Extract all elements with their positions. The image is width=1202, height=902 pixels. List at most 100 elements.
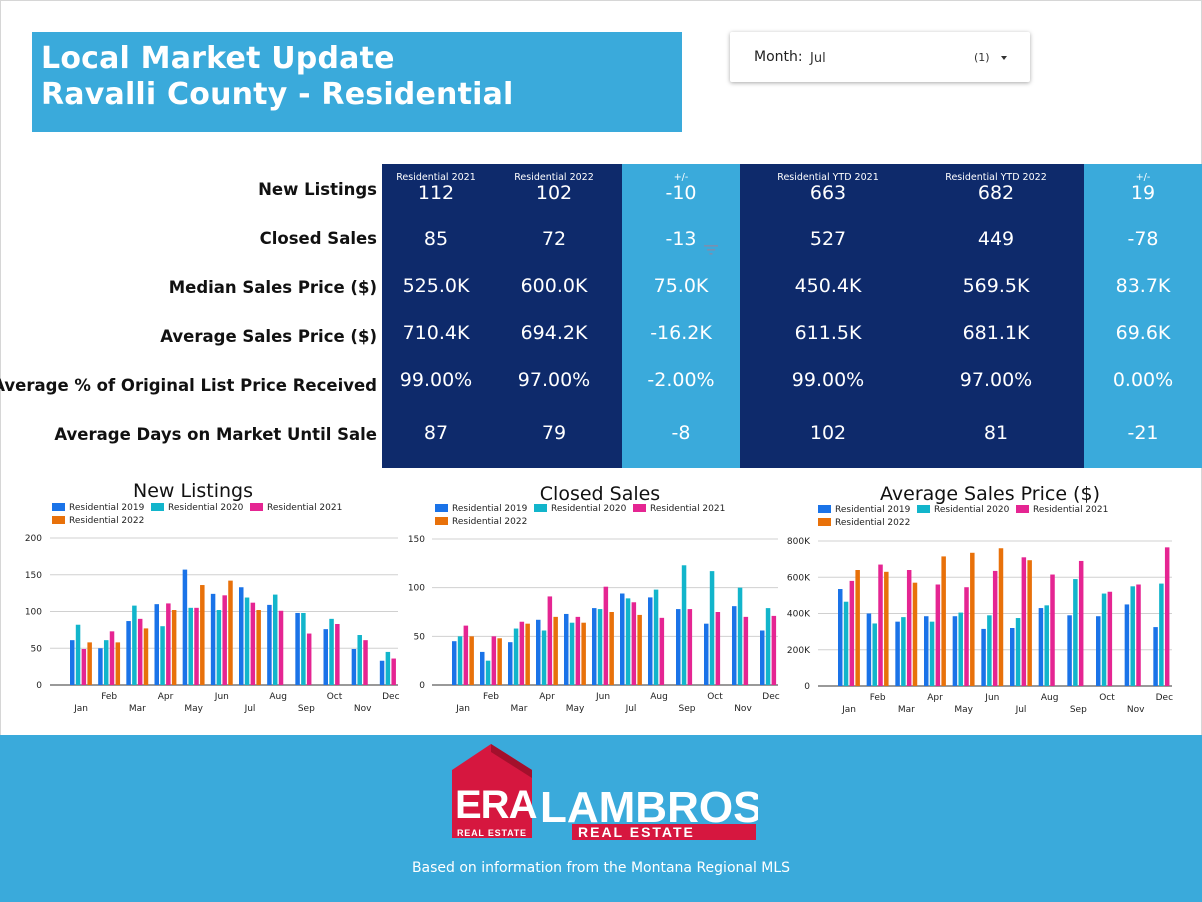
bar[interactable] bbox=[132, 605, 137, 685]
bar[interactable] bbox=[200, 585, 205, 685]
bar[interactable] bbox=[194, 607, 199, 685]
bar[interactable] bbox=[631, 602, 637, 685]
bar[interactable] bbox=[687, 609, 693, 685]
bar[interactable] bbox=[391, 658, 396, 685]
bar[interactable] bbox=[143, 628, 149, 685]
bar[interactable] bbox=[228, 580, 233, 685]
bar[interactable] bbox=[329, 618, 334, 685]
bar[interactable] bbox=[541, 630, 547, 685]
bar[interactable] bbox=[137, 618, 143, 685]
bar[interactable] bbox=[981, 628, 986, 686]
bar[interactable] bbox=[992, 570, 998, 686]
bar[interactable] bbox=[75, 624, 81, 685]
bar[interactable] bbox=[952, 616, 958, 686]
bar[interactable] bbox=[912, 582, 918, 686]
bar[interactable] bbox=[210, 593, 216, 685]
bar[interactable] bbox=[970, 552, 975, 686]
bar[interactable] bbox=[659, 617, 665, 685]
bar[interactable] bbox=[676, 609, 681, 685]
bar[interactable] bbox=[357, 635, 362, 685]
bar[interactable] bbox=[1124, 604, 1130, 686]
bar[interactable] bbox=[239, 587, 244, 685]
bar[interactable] bbox=[895, 621, 900, 686]
bar[interactable] bbox=[171, 610, 177, 685]
bar[interactable] bbox=[295, 612, 300, 685]
bar[interactable] bbox=[385, 651, 391, 685]
bar[interactable] bbox=[569, 622, 575, 685]
bar[interactable] bbox=[732, 606, 737, 685]
bar[interactable] bbox=[70, 640, 75, 685]
chevron-down-icon[interactable] bbox=[1001, 56, 1007, 60]
bar[interactable] bbox=[849, 580, 855, 686]
bar[interactable] bbox=[1096, 616, 1101, 686]
bar[interactable] bbox=[935, 584, 941, 687]
bar[interactable] bbox=[553, 616, 558, 685]
bar[interactable] bbox=[1073, 579, 1078, 686]
bar[interactable] bbox=[1101, 593, 1107, 686]
bar[interactable] bbox=[536, 619, 541, 685]
bar[interactable] bbox=[872, 623, 877, 686]
bar[interactable] bbox=[525, 623, 530, 685]
bar[interactable] bbox=[1159, 583, 1164, 686]
bar[interactable] bbox=[508, 642, 513, 685]
bar[interactable] bbox=[597, 609, 603, 685]
bar[interactable] bbox=[98, 648, 103, 685]
bar[interactable] bbox=[126, 621, 131, 685]
bar[interactable] bbox=[244, 597, 250, 685]
bar[interactable] bbox=[87, 642, 92, 685]
bar[interactable] bbox=[765, 608, 771, 685]
bar[interactable] bbox=[160, 626, 165, 685]
bar[interactable] bbox=[1038, 608, 1044, 686]
bar[interactable] bbox=[737, 587, 743, 685]
bar[interactable] bbox=[964, 587, 969, 686]
bar[interactable] bbox=[581, 622, 586, 685]
bar[interactable] bbox=[1130, 586, 1135, 686]
bar[interactable] bbox=[760, 630, 765, 685]
bar[interactable] bbox=[564, 613, 569, 685]
bar[interactable] bbox=[958, 612, 963, 686]
bar[interactable] bbox=[154, 604, 160, 685]
bar[interactable] bbox=[306, 633, 312, 685]
bar[interactable] bbox=[653, 589, 659, 685]
bar[interactable] bbox=[648, 597, 653, 685]
bar[interactable] bbox=[906, 570, 912, 686]
bar[interactable] bbox=[250, 602, 256, 685]
bar[interactable] bbox=[838, 589, 843, 686]
bar[interactable] bbox=[278, 610, 284, 685]
bar[interactable] bbox=[115, 642, 121, 685]
bar[interactable] bbox=[998, 548, 1004, 686]
bar[interactable] bbox=[335, 623, 340, 685]
bar[interactable] bbox=[497, 638, 502, 685]
bar[interactable] bbox=[256, 610, 261, 685]
bar[interactable] bbox=[609, 612, 614, 685]
bar[interactable] bbox=[513, 628, 519, 685]
bar[interactable] bbox=[272, 594, 278, 685]
bar[interactable] bbox=[109, 631, 115, 685]
bar[interactable] bbox=[222, 595, 227, 685]
bar[interactable] bbox=[188, 607, 193, 685]
bar[interactable] bbox=[771, 615, 777, 685]
bar[interactable] bbox=[457, 636, 463, 685]
bar[interactable] bbox=[103, 640, 109, 685]
bar[interactable] bbox=[884, 571, 889, 686]
bar[interactable] bbox=[929, 621, 935, 686]
bar[interactable] bbox=[941, 556, 946, 686]
bar[interactable] bbox=[924, 616, 929, 686]
bar[interactable] bbox=[1164, 547, 1170, 686]
bar[interactable] bbox=[491, 636, 497, 685]
bar[interactable] bbox=[547, 596, 553, 685]
bar[interactable] bbox=[182, 569, 188, 685]
bar[interactable] bbox=[901, 617, 906, 686]
bar[interactable] bbox=[351, 648, 357, 685]
bar[interactable] bbox=[704, 623, 709, 685]
bar[interactable] bbox=[987, 615, 992, 686]
month-filter-dropdown[interactable]: Month: Jul (1) bbox=[730, 32, 1030, 82]
bar[interactable] bbox=[1078, 560, 1084, 686]
bar[interactable] bbox=[452, 641, 457, 685]
bar[interactable] bbox=[592, 608, 597, 685]
bar[interactable] bbox=[709, 571, 715, 685]
bar[interactable] bbox=[1015, 618, 1021, 686]
bar[interactable] bbox=[1010, 628, 1015, 686]
bar[interactable] bbox=[1044, 605, 1049, 686]
bar[interactable] bbox=[1153, 627, 1158, 686]
